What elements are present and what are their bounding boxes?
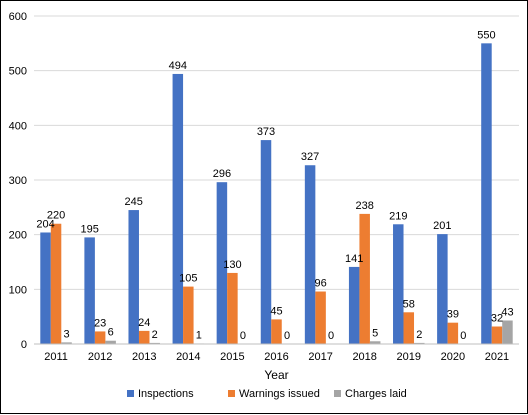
x-tick-label: 2019 xyxy=(397,351,421,363)
data-label: 0 xyxy=(284,330,290,342)
data-label: 204 xyxy=(36,218,54,230)
y-tick-label: 400 xyxy=(9,120,27,132)
data-label: 0 xyxy=(460,330,466,342)
bar xyxy=(138,330,150,344)
data-label: 5 xyxy=(372,327,378,339)
y-axis-ticks: 0 100 200 300 400 500 600 xyxy=(9,11,27,351)
data-label: 494 xyxy=(169,60,187,72)
data-label: 2 xyxy=(416,329,422,341)
bar xyxy=(315,291,326,344)
x-tick-label: 2021 xyxy=(485,351,509,363)
data-label: 32 xyxy=(491,313,503,325)
legend-swatch xyxy=(228,390,235,397)
data-label: 43 xyxy=(501,306,513,318)
data-label: 96 xyxy=(314,278,326,290)
data-label: 1 xyxy=(196,329,202,341)
bar xyxy=(403,312,415,344)
x-tick-label: 2017 xyxy=(308,351,332,363)
x-tick-label: 2011 xyxy=(44,351,68,363)
data-label: 219 xyxy=(389,210,407,222)
y-tick-label: 100 xyxy=(9,284,27,296)
bar xyxy=(149,342,160,344)
bar xyxy=(61,342,72,344)
data-label: 2 xyxy=(152,329,158,341)
data-label: 39 xyxy=(447,309,459,321)
x-axis-ticks: 2011 2012 2013 2014 2015 2016 2017 2018 2019 2020… xyxy=(44,351,509,363)
legend-label: Charges laid xyxy=(345,388,407,400)
y-tick-label: 300 xyxy=(9,175,27,187)
x-tick-label: 2015 xyxy=(220,351,244,363)
bar xyxy=(94,331,106,344)
data-label: 195 xyxy=(80,223,98,235)
legend-swatch xyxy=(334,390,341,397)
data-label: 373 xyxy=(257,126,275,138)
y-tick-label: 200 xyxy=(9,230,27,242)
data-label: 238 xyxy=(356,200,374,212)
bar xyxy=(84,237,95,344)
data-label: 105 xyxy=(179,273,197,285)
x-tick-label: 2012 xyxy=(88,351,112,363)
legend-label: Inspections xyxy=(138,388,194,400)
bar xyxy=(447,322,459,344)
data-label: 23 xyxy=(94,317,106,329)
bar xyxy=(502,320,513,344)
bars xyxy=(40,43,513,345)
bar xyxy=(437,234,448,344)
data-label: 24 xyxy=(138,317,150,329)
bar xyxy=(481,43,492,344)
data-label: 201 xyxy=(433,220,451,232)
y-tick-label: 600 xyxy=(9,11,27,23)
data-label: 0 xyxy=(240,330,246,342)
data-label: 45 xyxy=(270,305,282,317)
bar xyxy=(128,210,139,344)
data-label: 6 xyxy=(108,327,114,339)
bar xyxy=(369,341,381,344)
data-label: 550 xyxy=(477,29,495,41)
data-label: 0 xyxy=(328,330,334,342)
bar xyxy=(227,272,238,344)
legend-label: Warnings issued xyxy=(239,388,320,400)
x-axis-title: Year xyxy=(264,368,288,382)
bar xyxy=(304,165,316,344)
data-label: 141 xyxy=(345,253,363,265)
data-labels: 2042203195236245242494105129613003734503… xyxy=(36,29,513,342)
bar xyxy=(414,342,425,344)
data-label: 220 xyxy=(47,210,65,222)
bar xyxy=(40,232,51,344)
bar xyxy=(172,73,184,345)
bar xyxy=(359,213,370,344)
y-tick-label: 0 xyxy=(21,339,27,351)
x-tick-label: 2018 xyxy=(352,351,376,363)
y-tick-label: 500 xyxy=(9,66,27,78)
data-label: 3 xyxy=(63,328,69,340)
data-label: 327 xyxy=(301,151,319,163)
bar xyxy=(50,223,62,344)
data-label: 245 xyxy=(125,196,143,208)
data-label: 296 xyxy=(213,168,231,180)
bar xyxy=(216,182,228,344)
x-tick-label: 2016 xyxy=(264,351,288,363)
bar xyxy=(105,340,116,344)
bar xyxy=(183,286,194,344)
bar xyxy=(491,326,503,344)
data-label: 130 xyxy=(223,259,241,271)
bar xyxy=(260,140,272,344)
x-tick-label: 2014 xyxy=(176,351,200,363)
x-tick-label: 2013 xyxy=(132,351,156,363)
bar xyxy=(348,266,360,344)
data-label: 58 xyxy=(403,298,415,310)
bar xyxy=(393,224,404,344)
x-tick-label: 2020 xyxy=(441,351,465,363)
bar xyxy=(271,319,282,344)
legend-swatch xyxy=(127,390,134,397)
legend: Inspections Warnings issued Charges laid xyxy=(127,388,407,400)
